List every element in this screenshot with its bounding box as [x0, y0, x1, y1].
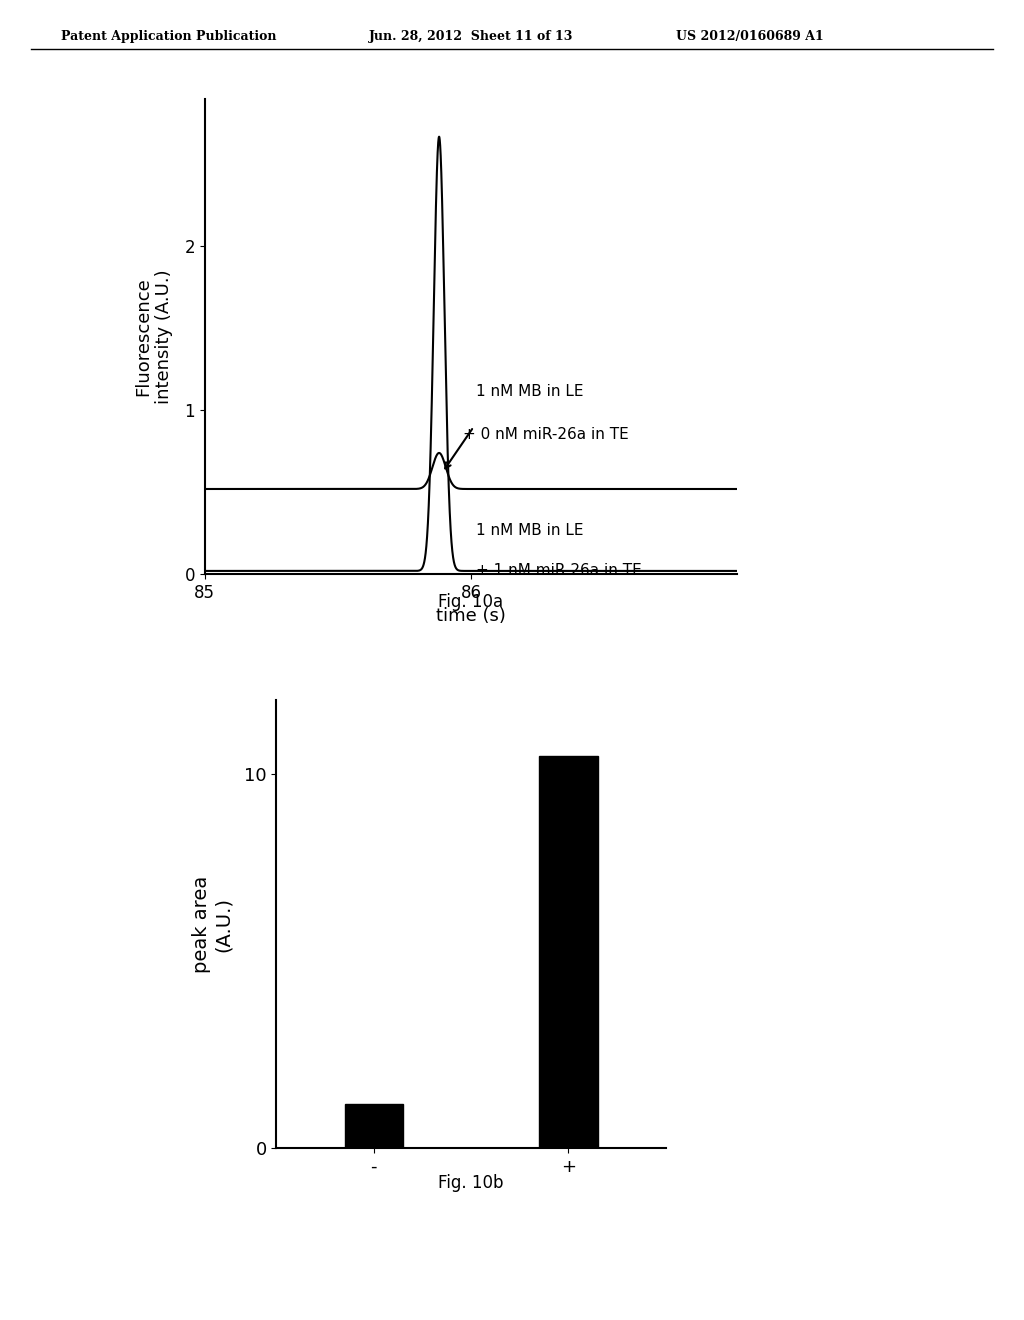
Bar: [344, 1104, 403, 1148]
Y-axis label: peak area
(A.U.): peak area (A.U.): [193, 875, 233, 973]
Text: US 2012/0160689 A1: US 2012/0160689 A1: [676, 30, 823, 44]
Text: Fig. 10b: Fig. 10b: [438, 1173, 504, 1192]
Text: 1 nM MB in LE: 1 nM MB in LE: [476, 384, 584, 399]
Bar: [539, 755, 597, 1148]
Text: 1 nM MB in LE: 1 nM MB in LE: [476, 523, 584, 539]
X-axis label: time (s): time (s): [436, 607, 506, 626]
Text: + 1 nM miR-26a in TE: + 1 nM miR-26a in TE: [476, 562, 642, 578]
Y-axis label: Fluorescence
intensity (A.U.): Fluorescence intensity (A.U.): [134, 269, 173, 404]
Text: Patent Application Publication: Patent Application Publication: [61, 30, 276, 44]
Text: + 0 nM miR-26a in TE: + 0 nM miR-26a in TE: [463, 426, 629, 442]
Text: Jun. 28, 2012  Sheet 11 of 13: Jun. 28, 2012 Sheet 11 of 13: [369, 30, 573, 44]
Text: Fig. 10a: Fig. 10a: [438, 593, 504, 611]
